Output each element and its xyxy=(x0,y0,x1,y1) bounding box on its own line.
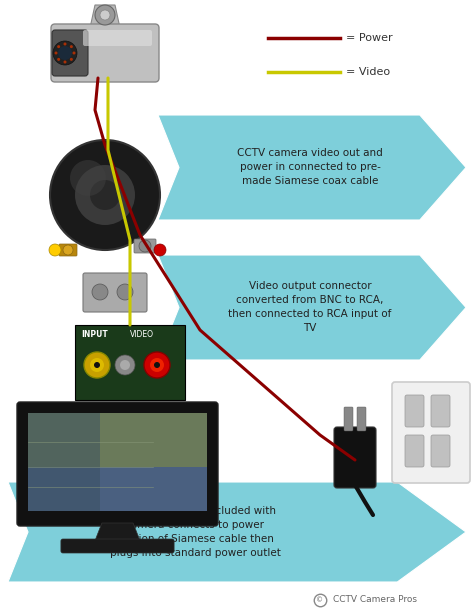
Text: VIDEO: VIDEO xyxy=(130,330,154,339)
FancyBboxPatch shape xyxy=(392,382,470,483)
Polygon shape xyxy=(94,523,141,543)
FancyBboxPatch shape xyxy=(28,413,207,511)
Circle shape xyxy=(95,5,115,25)
FancyBboxPatch shape xyxy=(334,427,376,488)
Circle shape xyxy=(57,58,60,61)
Text: DC power supply included with
camera connects to power
portion of Siamese cable : DC power supply included with camera con… xyxy=(109,506,281,558)
Text: ©: © xyxy=(317,597,324,603)
Text: = Video: = Video xyxy=(346,67,390,77)
Circle shape xyxy=(154,244,166,256)
Circle shape xyxy=(139,240,151,252)
Circle shape xyxy=(90,358,104,372)
Circle shape xyxy=(64,42,66,45)
FancyBboxPatch shape xyxy=(405,435,424,467)
Circle shape xyxy=(49,244,61,256)
Text: Video output connector
converted from BNC to RCA,
then connected to RCA input of: Video output connector converted from BN… xyxy=(228,281,392,333)
Polygon shape xyxy=(158,255,466,360)
FancyBboxPatch shape xyxy=(28,413,207,467)
FancyBboxPatch shape xyxy=(83,273,147,312)
FancyBboxPatch shape xyxy=(61,539,174,553)
Circle shape xyxy=(94,362,100,368)
Circle shape xyxy=(70,58,73,61)
Circle shape xyxy=(144,352,170,378)
Circle shape xyxy=(73,51,75,54)
Circle shape xyxy=(63,245,73,255)
FancyBboxPatch shape xyxy=(431,435,450,467)
FancyBboxPatch shape xyxy=(134,239,156,253)
Text: CCTV Camera Pros: CCTV Camera Pros xyxy=(333,595,417,605)
Circle shape xyxy=(117,284,133,300)
Circle shape xyxy=(70,160,106,196)
FancyBboxPatch shape xyxy=(405,395,424,427)
FancyBboxPatch shape xyxy=(431,395,450,427)
Circle shape xyxy=(58,46,72,60)
FancyBboxPatch shape xyxy=(51,24,159,82)
Polygon shape xyxy=(90,5,120,28)
Polygon shape xyxy=(8,482,466,582)
FancyBboxPatch shape xyxy=(59,244,77,256)
FancyBboxPatch shape xyxy=(52,30,88,76)
FancyBboxPatch shape xyxy=(83,30,152,46)
Circle shape xyxy=(92,284,108,300)
Circle shape xyxy=(75,165,135,225)
Circle shape xyxy=(64,61,66,64)
Circle shape xyxy=(100,10,110,20)
Circle shape xyxy=(154,362,160,368)
Circle shape xyxy=(90,180,120,210)
Circle shape xyxy=(115,355,135,375)
Circle shape xyxy=(120,360,130,370)
Circle shape xyxy=(50,140,160,250)
Polygon shape xyxy=(158,115,466,220)
FancyBboxPatch shape xyxy=(357,407,366,431)
Circle shape xyxy=(150,358,164,372)
FancyBboxPatch shape xyxy=(17,402,218,526)
Circle shape xyxy=(53,41,77,65)
FancyBboxPatch shape xyxy=(28,413,100,511)
Text: = Power: = Power xyxy=(346,33,392,43)
Circle shape xyxy=(84,352,110,378)
Circle shape xyxy=(70,45,73,48)
Text: INPUT: INPUT xyxy=(81,330,108,339)
Circle shape xyxy=(57,45,60,48)
Text: CCTV camera video out and
power in connected to pre-
made Siamese coax cable: CCTV camera video out and power in conne… xyxy=(237,148,383,186)
FancyBboxPatch shape xyxy=(75,325,185,400)
Circle shape xyxy=(55,51,57,54)
FancyBboxPatch shape xyxy=(344,407,353,431)
